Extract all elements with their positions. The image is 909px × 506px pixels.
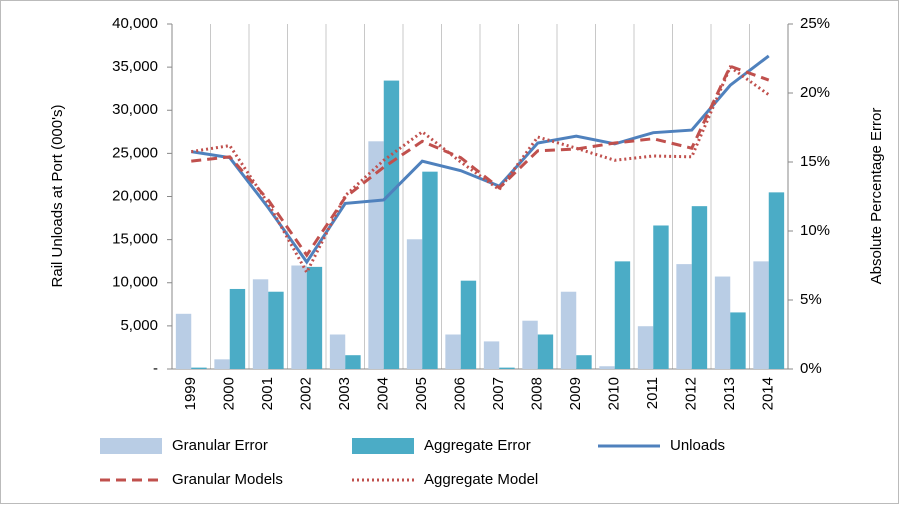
y-tick-label: 10,000 (112, 274, 158, 291)
bar (345, 355, 361, 369)
x-tick-label: 2006 (452, 377, 469, 410)
bar (460, 280, 477, 369)
legend-swatch (352, 438, 414, 454)
y-tick-label: 5,000 (120, 317, 158, 334)
y-tick-label: 15,000 (112, 231, 158, 248)
x-tick-label: 2008 (529, 377, 546, 410)
bar (537, 334, 554, 369)
bar (576, 355, 592, 369)
bar (445, 334, 461, 369)
y-tick-label: - (153, 360, 158, 377)
x-tick-label: 2002 (298, 377, 315, 410)
bar (653, 225, 669, 369)
line (191, 64, 770, 276)
bar (191, 367, 207, 369)
x-tick-label: 2000 (221, 377, 238, 410)
legend-label: Granular Models (172, 471, 283, 488)
bar (522, 320, 538, 369)
bar (368, 141, 384, 369)
x-tick-label: 2009 (567, 377, 584, 410)
x-tick-label: 2011 (644, 377, 661, 409)
bar (714, 276, 731, 369)
legend-label: Unloads (670, 437, 725, 454)
y-tick-label: 20,000 (112, 187, 158, 204)
x-tick-label: 2001 (259, 377, 276, 410)
bar (676, 264, 692, 369)
y-tick-label: 25,000 (112, 144, 158, 161)
bar (599, 366, 615, 369)
legend-label: Aggregate Error (424, 437, 531, 454)
y-tick-label: 30,000 (112, 101, 158, 118)
legend-label: Aggregate Model (424, 471, 538, 488)
line (191, 64, 770, 258)
y2-tick-label: 5% (800, 291, 822, 308)
x-tick-label: 2007 (490, 377, 507, 410)
legend-label: Granular Error (172, 437, 268, 454)
bar (753, 261, 769, 369)
bar (268, 291, 284, 369)
bar (329, 334, 346, 369)
bar (306, 266, 323, 369)
bar (229, 288, 246, 369)
bar (252, 279, 269, 369)
bar (175, 313, 192, 369)
bar (406, 239, 423, 369)
bar (499, 367, 515, 369)
y2-tick-label: 0% (800, 360, 822, 377)
x-tick-label: 2013 (721, 377, 738, 410)
bar (291, 265, 307, 369)
bar (637, 326, 654, 369)
bar (214, 359, 230, 369)
x-tick-label: 2004 (375, 377, 392, 410)
y2-tick-label: 10% (800, 222, 830, 239)
x-tick-label: 2014 (760, 377, 777, 410)
x-tick-label: 2003 (336, 377, 353, 410)
bar (560, 291, 577, 369)
bar (768, 192, 785, 369)
x-tick-label: 2012 (683, 377, 700, 410)
x-tick-label: 2005 (413, 377, 430, 410)
y2-tick-label: 25% (800, 15, 830, 32)
y-tick-label: 40,000 (112, 15, 158, 32)
bar (422, 171, 438, 369)
x-tick-label: 1999 (182, 377, 199, 410)
legend-swatch (100, 438, 162, 454)
y-tick-label: 35,000 (112, 58, 158, 75)
bar (691, 206, 708, 369)
x-tick-label: 2010 (606, 377, 623, 410)
y2-tick-label: 15% (800, 153, 830, 170)
y2-tick-label: 20% (800, 84, 830, 101)
bar (383, 80, 400, 369)
bar (614, 261, 631, 369)
y-axis-title: Rail Unloads at Port (000's) (49, 105, 66, 288)
bar (483, 341, 500, 369)
y2-axis-title: Absolute Percentage Error (868, 108, 885, 285)
bar (730, 312, 746, 369)
